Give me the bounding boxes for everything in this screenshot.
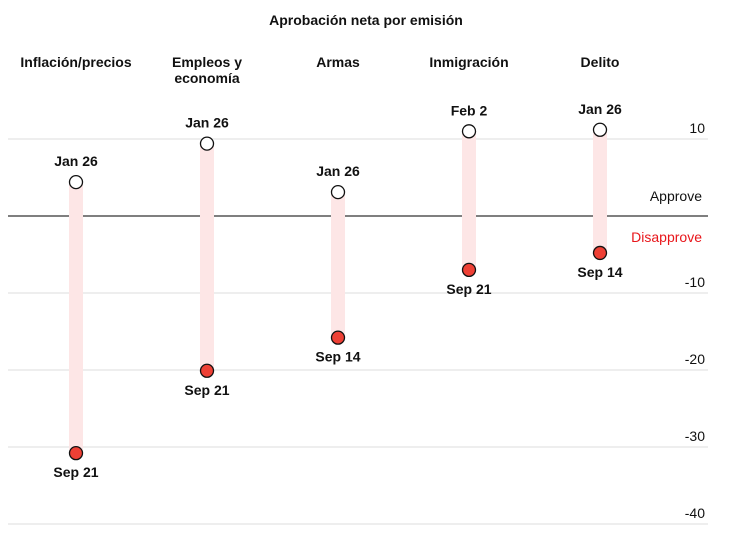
range-bar: [69, 182, 83, 454]
range-bar: [462, 131, 476, 270]
start-point: [199, 136, 215, 151]
end-point: [68, 446, 84, 461]
end-date-label: Sep 14: [577, 264, 622, 280]
range-bar: [200, 143, 214, 371]
range-bar: [331, 192, 345, 338]
y-tick-label: -40: [685, 505, 705, 521]
end-date-label: Sep 21: [184, 382, 229, 398]
y-tick-label: 10: [689, 120, 705, 136]
end-date-label: Sep 21: [53, 464, 98, 480]
end-point: [592, 245, 608, 261]
approve-label: Approve: [650, 188, 702, 204]
y-tick-label: -20: [685, 351, 705, 367]
start-point: [592, 122, 608, 137]
end-date-label: Sep 21: [446, 281, 491, 297]
end-point: [199, 363, 215, 378]
y-tick-label: -10: [685, 274, 705, 290]
range-bar: [593, 129, 607, 253]
start-point: [68, 174, 84, 190]
category-label: Inflación/precios: [20, 54, 131, 70]
start-date-label: Jan 26: [185, 115, 229, 131]
chart-title: Aprobación neta por emisión: [269, 12, 463, 28]
disapprove-label: Disapprove: [631, 229, 702, 245]
start-point: [330, 184, 346, 200]
end-point: [461, 262, 477, 278]
category-label: Delito: [581, 54, 620, 70]
start-date-label: Jan 26: [54, 153, 98, 169]
category-label: Empleos y: [172, 54, 242, 70]
start-point: [461, 124, 477, 139]
category-label: Armas: [316, 54, 360, 70]
start-date-label: Jan 26: [578, 101, 622, 117]
y-tick-label: -30: [685, 428, 705, 444]
category-label: Inmigración: [429, 54, 508, 70]
end-date-label: Sep 14: [315, 349, 360, 365]
start-date-label: Jan 26: [316, 163, 360, 179]
category-label: economía: [174, 70, 240, 86]
start-date-label: Feb 2: [451, 102, 488, 118]
end-point: [330, 330, 346, 345]
